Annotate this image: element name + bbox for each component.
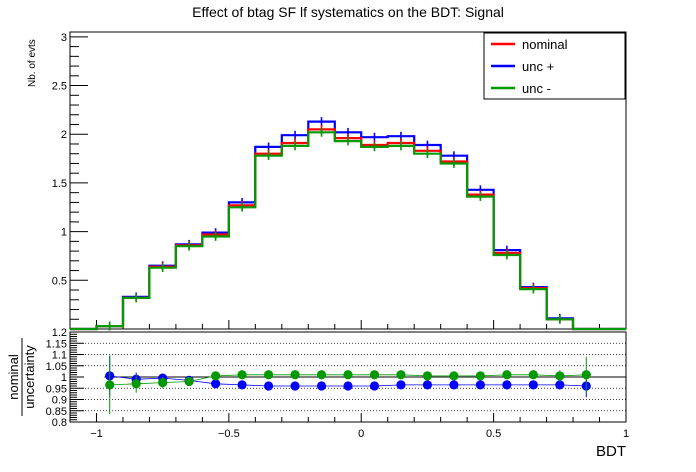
legend: nominal unc + unc - [483, 32, 626, 100]
top-y-axis-label: Nb. of evts [27, 39, 38, 87]
ratio-point-unc [555, 380, 565, 390]
ratio-point-unc [555, 371, 565, 381]
histogram-series [70, 117, 626, 331]
ratio-point-unc [369, 381, 380, 391]
ratio-point-unc [449, 371, 459, 381]
chart-title: Effect of btag SF lf systematics on the … [192, 4, 504, 20]
ratio-y-tick-label: 1.05 [46, 361, 67, 373]
ratio-x-tick-label: −0.5 [218, 428, 240, 440]
ratio-plot-area: nominal uncertainty BDT [6, 331, 627, 460]
ratio-y-tick-label: 0.9 [52, 395, 67, 407]
top-y-tick-label: 1 [61, 227, 67, 239]
ratio-point-unc [158, 378, 168, 388]
ratio-point-unc [502, 370, 512, 380]
top-plot-area: Nb. of evts [27, 31, 627, 330]
ratio-point-unc [237, 380, 247, 390]
x-axis-label: BDT [596, 443, 626, 460]
histogram-line-unc [70, 120, 626, 331]
top-y-tick-label: 2.5 [52, 81, 67, 93]
ratio-x-tick-label: 1 [623, 428, 629, 440]
ratio-point-unc [290, 381, 300, 391]
ratio-point-unc [263, 370, 274, 380]
ratio-point-unc [316, 381, 327, 391]
ratio-point-unc [290, 370, 300, 380]
ratio-point-unc [449, 380, 459, 390]
ratio-y-tick-label: 1.1 [52, 350, 67, 362]
ratio-point-unc [237, 370, 247, 380]
histogram-line-nominal [70, 128, 626, 331]
ratio-point-unc [396, 370, 406, 380]
histogram-line-unc [70, 131, 626, 331]
top-plot-frame [69, 31, 627, 330]
legend-label-unc-down: unc - [522, 81, 551, 96]
ratio-point-unc [184, 376, 194, 387]
ratio-series [105, 355, 591, 415]
ratio-y-tick-label: 1.2 [52, 327, 67, 339]
top-y-axis: 0.5 1 1.5 2 2.5 3 [52, 32, 88, 330]
ratio-point-unc [211, 371, 221, 381]
ratio-y-tick-label: 0.8 [52, 417, 67, 429]
ratio-point-unc [475, 380, 485, 390]
ratio-point-unc [316, 370, 327, 380]
top-y-tick-label: 3 [61, 32, 67, 44]
ratio-y-tick-label: 1 [61, 372, 67, 384]
ratio-x-tick-label: 0 [358, 428, 364, 440]
ratio-point-unc [528, 370, 538, 380]
ratio-y-tick-label: 0.85 [46, 406, 67, 418]
ratio-point-unc [343, 370, 353, 380]
ratio-point-unc [263, 381, 274, 391]
top-y-tick-label: 1.5 [52, 178, 67, 190]
ratio-y-tick-label: 1.15 [46, 338, 67, 350]
ratio-point-unc [131, 379, 141, 389]
ratio-point-unc [105, 380, 115, 390]
ratio-y-tick-label: 0.95 [46, 383, 67, 395]
legend-label-unc-up: unc + [522, 59, 554, 74]
ratio-point-unc [502, 380, 512, 390]
ratio-point-unc [369, 370, 380, 380]
ratio-point-unc [528, 380, 538, 390]
ratio-y-axis-label-numerator: nominal [6, 354, 21, 400]
ratio-point-unc [422, 371, 433, 381]
legend-label-nominal: nominal [522, 37, 568, 52]
ratio-y-axis-label-denominator: uncertainty [22, 345, 37, 409]
ratio-point-unc [581, 370, 591, 380]
ratio-point-unc [211, 379, 221, 389]
top-x-axis [69, 320, 627, 329]
top-y-tick-label: 2 [61, 129, 67, 141]
ratio-x-tick-label: −1 [90, 428, 103, 440]
ratio-point-unc [396, 380, 406, 390]
ratio-x-axis: −1 −0.5 0 0.5 1 [69, 413, 629, 440]
ratio-point-unc [422, 380, 433, 390]
ratio-point-unc [475, 371, 485, 381]
ratio-x-tick-label: 0.5 [486, 428, 501, 440]
ratio-point-unc [343, 381, 353, 391]
top-y-tick-label: 0.5 [52, 275, 67, 287]
